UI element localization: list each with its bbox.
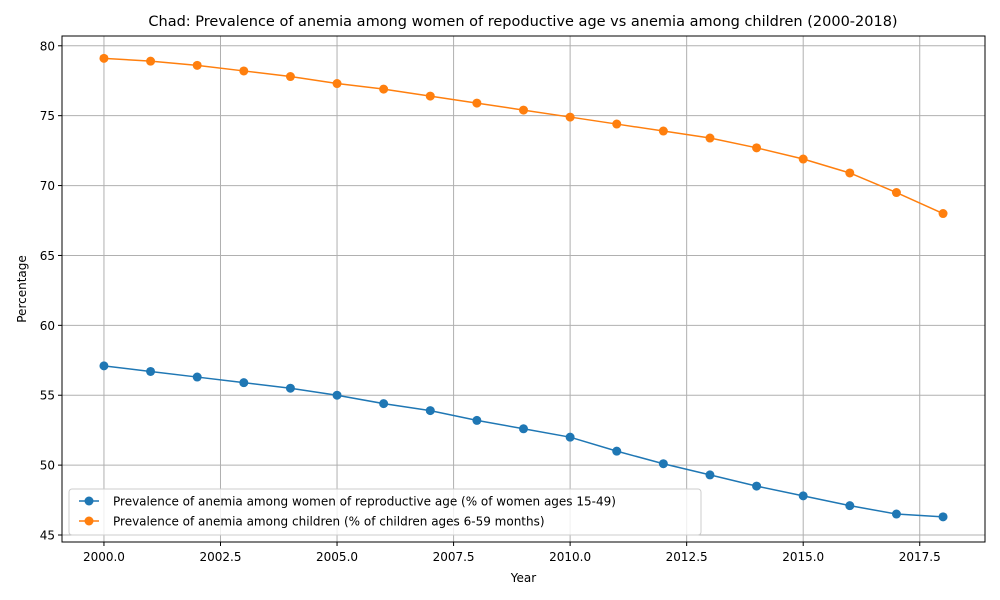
x-tick-label: 2000.0 bbox=[83, 550, 125, 564]
legend-box bbox=[68, 488, 702, 536]
y-axis-ticks: 45 50 55 60 65 70 75 80 bbox=[40, 39, 62, 543]
data-point-children bbox=[658, 126, 668, 136]
data-point-women bbox=[705, 470, 715, 480]
y-tick-label: 60 bbox=[40, 319, 55, 333]
data-point-children bbox=[192, 60, 202, 70]
y-tick-label: 50 bbox=[40, 459, 55, 473]
data-point-children bbox=[845, 168, 855, 178]
x-tick-label: 2007.5 bbox=[433, 550, 475, 564]
data-point-women bbox=[379, 399, 389, 409]
data-point-children bbox=[379, 84, 389, 94]
chart-title: Chad: Prevalence of anemia among women o… bbox=[148, 14, 897, 30]
legend: Prevalence of anemia among women of repr… bbox=[68, 488, 702, 536]
x-tick-label: 2005.0 bbox=[316, 550, 358, 564]
data-point-women bbox=[192, 372, 202, 382]
x-tick-label: 2015.0 bbox=[782, 550, 824, 564]
x-tick-label: 2012.5 bbox=[666, 550, 708, 564]
data-point-children bbox=[752, 143, 762, 153]
plot-frame bbox=[61, 35, 986, 543]
y-tick-label: 75 bbox=[40, 109, 55, 123]
x-axis-ticks: 2000.0 2002.5 2005.0 2007.5 2010.0 2012.5 2015… bbox=[83, 542, 941, 564]
x-tick-label: 2017.5 bbox=[899, 550, 941, 564]
data-point-children bbox=[285, 72, 295, 82]
legend-marker-children bbox=[84, 516, 94, 526]
y-tick-label: 70 bbox=[40, 179, 55, 193]
data-point-children bbox=[472, 98, 482, 108]
y-axis-label: Percentage bbox=[15, 255, 29, 323]
data-point-children bbox=[146, 56, 156, 66]
data-point-children bbox=[332, 79, 342, 89]
data-point-women bbox=[425, 406, 435, 416]
data-point-children bbox=[612, 119, 622, 129]
legend-label-women: Prevalence of anemia among women of repr… bbox=[113, 495, 616, 509]
data-point-women bbox=[612, 446, 622, 456]
data-point-children bbox=[425, 91, 435, 101]
x-tick-label: 2010.0 bbox=[549, 550, 591, 564]
data-point-women bbox=[285, 383, 295, 393]
legend-marker-women bbox=[84, 496, 94, 506]
data-point-women bbox=[99, 361, 109, 371]
data-point-women bbox=[798, 491, 808, 501]
data-point-women bbox=[146, 366, 156, 376]
data-point-children bbox=[891, 188, 901, 198]
data-point-women bbox=[752, 481, 762, 491]
y-tick-label: 55 bbox=[40, 389, 55, 403]
y-tick-label: 45 bbox=[40, 529, 55, 543]
data-point-women bbox=[938, 512, 948, 522]
x-axis-label: Year bbox=[510, 571, 536, 585]
data-point-women bbox=[565, 432, 575, 442]
y-tick-label: 65 bbox=[40, 249, 55, 263]
data-point-children bbox=[239, 66, 249, 76]
data-point-children bbox=[99, 53, 109, 63]
data-point-women bbox=[658, 459, 668, 469]
data-point-women bbox=[845, 501, 855, 511]
series-layer bbox=[99, 53, 948, 522]
data-point-women bbox=[891, 509, 901, 519]
data-point-children bbox=[938, 209, 948, 219]
data-point-women bbox=[519, 424, 528, 434]
data-point-women bbox=[472, 415, 482, 425]
y-tick-label: 80 bbox=[40, 39, 55, 53]
x-tick-label: 2002.5 bbox=[199, 550, 241, 564]
data-point-women bbox=[332, 390, 342, 400]
legend-label-children: Prevalence of anemia among children (% o… bbox=[113, 515, 545, 529]
data-point-children bbox=[798, 154, 808, 164]
data-point-children bbox=[565, 112, 575, 122]
data-point-women bbox=[239, 378, 249, 388]
data-point-children bbox=[519, 105, 528, 115]
data-point-children bbox=[705, 133, 715, 143]
